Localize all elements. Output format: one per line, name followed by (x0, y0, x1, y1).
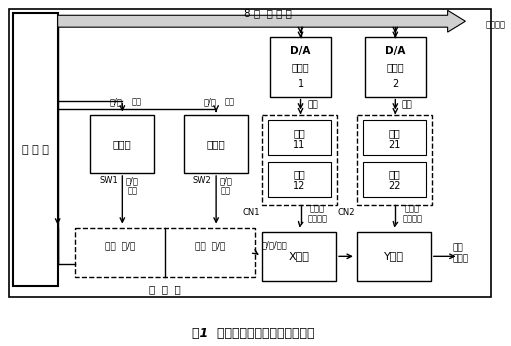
Bar (365, 37, 426, 97)
Bar (9, 9, 491, 297)
Text: D/A: D/A (290, 46, 311, 56)
Text: 运放: 运放 (388, 170, 400, 180)
Bar (262, 116, 337, 205)
Bar (363, 162, 426, 197)
Text: 单 片 机: 单 片 机 (22, 145, 49, 155)
Text: 电平: 电平 (131, 97, 141, 106)
Bar (357, 116, 432, 205)
Bar (90, 116, 154, 173)
Text: 模拟电压: 模拟电压 (402, 214, 422, 223)
Text: 图1  三色激光广告仪系统原理简图: 图1 三色激光广告仪系统原理简图 (192, 327, 314, 340)
Text: 低/高: 低/高 (220, 176, 233, 185)
Bar (76, 228, 255, 277)
Text: X振镜: X振镜 (289, 251, 310, 261)
Text: 高/低: 高/低 (204, 97, 217, 106)
Bar (268, 162, 331, 197)
Bar (270, 37, 331, 97)
Text: 转换器: 转换器 (292, 62, 309, 72)
Text: 反向器: 反向器 (207, 139, 225, 149)
Bar (363, 120, 426, 155)
Text: 电平: 电平 (221, 186, 231, 195)
Text: 画出: 画出 (453, 243, 463, 252)
Text: 红光  开/关: 红光 开/关 (105, 241, 135, 250)
Text: CN2: CN2 (337, 208, 355, 217)
Text: SW2: SW2 (193, 176, 212, 185)
Text: 反向器: 反向器 (113, 139, 132, 149)
Bar (357, 231, 431, 281)
Text: SW1: SW1 (99, 176, 118, 185)
Text: 8 位  数 字 量: 8 位 数 字 量 (244, 8, 292, 18)
Text: 电流: 电流 (402, 100, 412, 109)
Text: 激  光  器: 激 光 器 (149, 284, 181, 294)
Text: 12: 12 (293, 181, 306, 191)
Text: 22: 22 (388, 181, 401, 191)
Text: 运放: 运放 (294, 128, 306, 138)
Text: 相应点: 相应点 (453, 255, 469, 264)
Text: 2: 2 (392, 79, 399, 89)
Text: 1: 1 (297, 79, 304, 89)
Bar (184, 116, 248, 173)
Bar (268, 120, 331, 155)
Text: Y振镜: Y振镜 (384, 251, 404, 261)
Text: 11: 11 (293, 140, 306, 150)
Text: 21: 21 (388, 140, 401, 150)
Text: 电平: 电平 (225, 97, 235, 106)
Text: 低/高: 低/高 (126, 176, 138, 185)
Text: D/A: D/A (385, 46, 406, 56)
Bar (262, 231, 336, 281)
Text: 绿光  开/关: 绿光 开/关 (195, 241, 225, 250)
Text: 电平: 电平 (127, 186, 137, 195)
Bar (13, 13, 58, 286)
Text: 高/低: 高/低 (110, 97, 123, 106)
Text: 红/绿/黄光: 红/绿/黄光 (262, 240, 288, 249)
Text: 转换器: 转换器 (386, 62, 404, 72)
Text: 运放: 运放 (294, 170, 306, 180)
Text: 模拟电压: 模拟电压 (307, 214, 328, 223)
Polygon shape (58, 10, 466, 32)
Text: 双极性: 双极性 (405, 204, 420, 213)
Text: CN1: CN1 (243, 208, 260, 217)
Text: 运放: 运放 (388, 128, 400, 138)
Text: 数据总线: 数据总线 (485, 20, 505, 29)
Text: 电流: 电流 (307, 100, 318, 109)
Text: 双极性: 双极性 (310, 204, 325, 213)
